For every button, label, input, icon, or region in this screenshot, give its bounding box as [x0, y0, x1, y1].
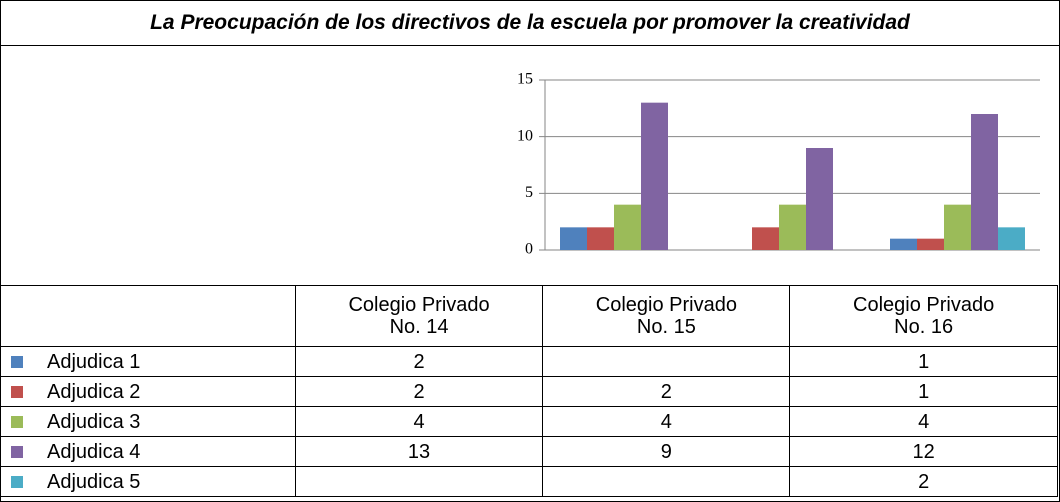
- legend-label: Adjudica 1: [47, 350, 141, 373]
- bar: [944, 204, 971, 250]
- data-row: Adjudica 3 4 4 4: [0, 406, 1058, 437]
- series-cell: Adjudica 1: [0, 346, 296, 377]
- legend-label: Adjudica 5: [47, 470, 141, 493]
- bar: [806, 148, 833, 250]
- legend-key: [11, 476, 23, 489]
- series-cell: Adjudica 4: [0, 436, 296, 467]
- value-cell: [542, 466, 791, 497]
- value-cell: 1: [789, 376, 1058, 407]
- data-row: Adjudica 4 13 9 12: [0, 436, 1058, 467]
- value-cell: 2: [542, 376, 791, 407]
- value-cell: [542, 346, 791, 377]
- legend-key: [11, 416, 23, 429]
- value-cell: 9: [542, 436, 791, 467]
- value-label: 9: [660, 440, 672, 463]
- series-cell: Adjudica 5: [0, 466, 296, 497]
- legend-label: Adjudica 4: [47, 440, 141, 463]
- value-label: 2: [413, 380, 425, 403]
- bar: [971, 114, 998, 250]
- bar: [998, 227, 1025, 250]
- header-row: Colegio Privado No. 14 Colegio Privado No…: [0, 285, 1058, 347]
- bar: [614, 204, 641, 250]
- value-cell: 4: [294, 406, 544, 437]
- value-label: 12: [912, 440, 935, 463]
- value-cell: 12: [789, 436, 1058, 467]
- chart-title: La Preocupación de los directivos de la …: [1, 1, 1059, 46]
- bar: [917, 238, 944, 250]
- value-label: 1: [918, 350, 930, 373]
- bar: [890, 238, 917, 250]
- value-cell: 13: [294, 436, 544, 467]
- bar: [641, 102, 668, 250]
- value-label: 1: [918, 380, 930, 403]
- value-cell: 2: [294, 376, 544, 407]
- data-row: Adjudica 2 2 2 1: [0, 376, 1058, 407]
- chart: 0 5 10 15: [517, 71, 1040, 258]
- header-cell: Colegio Privado No. 15: [542, 285, 791, 347]
- data-row: Adjudica 5 2: [0, 466, 1058, 497]
- category-label: Colegio Privado No. 14: [348, 294, 490, 338]
- corner-cell: [0, 285, 296, 347]
- series-cell: Adjudica 2: [0, 376, 296, 407]
- bar: [752, 227, 779, 250]
- value-cell: 4: [542, 406, 791, 437]
- series-cell: Adjudica 3: [0, 406, 296, 437]
- y-tick-label: 5: [525, 184, 533, 201]
- data-row: Adjudica 1 2 1: [0, 346, 1058, 377]
- legend-label: Adjudica 2: [47, 380, 141, 403]
- value-cell: 1: [789, 346, 1058, 377]
- bar: [560, 227, 587, 250]
- legend-key: [11, 356, 23, 369]
- bar: [587, 227, 614, 250]
- value-cell: 2: [294, 346, 544, 377]
- value-cell: [294, 466, 544, 497]
- value-label: 4: [918, 410, 930, 433]
- category-label: Colegio Privado No. 15: [595, 294, 737, 338]
- value-cell: 2: [789, 466, 1058, 497]
- bar: [779, 204, 806, 250]
- legend-key: [11, 386, 23, 399]
- category-label: Colegio Privado No. 16: [853, 294, 995, 338]
- value-label: 2: [413, 350, 425, 373]
- value-label: 2: [918, 470, 930, 493]
- y-tick-label: 10: [517, 127, 533, 144]
- value-label: 4: [413, 410, 425, 433]
- value-label: 2: [660, 380, 672, 403]
- header-cell: Colegio Privado No. 16: [789, 285, 1058, 347]
- value-label: 13: [407, 440, 431, 463]
- y-tick-label: 15: [517, 71, 533, 88]
- legend-label: Adjudica 3: [47, 410, 141, 433]
- value-cell: 4: [789, 406, 1058, 437]
- header-cell: Colegio Privado No. 14: [294, 285, 544, 347]
- data-table: Colegio Privado No. 14 Colegio Privado No…: [0, 285, 1058, 497]
- legend-key: [11, 446, 23, 459]
- value-label: 4: [660, 410, 672, 433]
- y-tick-label: 0: [525, 241, 533, 258]
